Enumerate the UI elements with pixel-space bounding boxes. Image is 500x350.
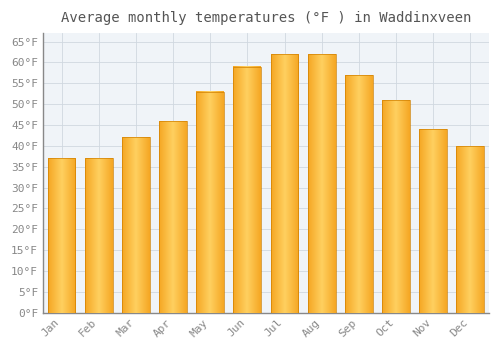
Bar xyxy=(159,121,187,313)
Bar xyxy=(456,146,484,313)
Bar xyxy=(48,158,76,313)
Bar xyxy=(382,100,410,313)
Bar xyxy=(234,66,262,313)
Title: Average monthly temperatures (°F ) in Waddinxveen: Average monthly temperatures (°F ) in Wa… xyxy=(60,11,471,25)
Bar xyxy=(419,129,447,313)
Bar xyxy=(85,158,112,313)
Bar xyxy=(308,54,336,313)
Bar xyxy=(345,75,373,313)
Bar xyxy=(122,138,150,313)
Bar xyxy=(270,54,298,313)
Bar xyxy=(196,92,224,313)
